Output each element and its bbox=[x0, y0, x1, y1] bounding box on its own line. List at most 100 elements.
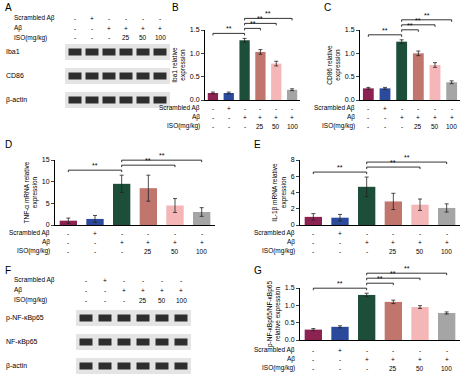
svg-text:-: - bbox=[108, 15, 110, 22]
svg-text:100: 100 bbox=[176, 297, 187, 304]
svg-text:-: - bbox=[367, 114, 369, 121]
svg-text:-: - bbox=[392, 347, 394, 354]
svg-text:+: + bbox=[365, 356, 369, 363]
svg-text:-: - bbox=[85, 277, 87, 284]
svg-text:8: 8 bbox=[291, 156, 295, 163]
svg-text:-: - bbox=[339, 239, 341, 246]
svg-text:-: - bbox=[401, 123, 403, 130]
svg-text:β-actin: β-actin bbox=[6, 362, 27, 370]
svg-text:TNF-α mRNA relativeexpression: TNF-α mRNA relativeexpression bbox=[23, 161, 39, 223]
svg-text:25: 25 bbox=[256, 123, 264, 130]
svg-text:Scrambled Aβ: Scrambled Aβ bbox=[14, 14, 55, 22]
svg-text:+: + bbox=[179, 287, 183, 294]
svg-text:25: 25 bbox=[122, 34, 130, 41]
svg-text:1.0: 1.0 bbox=[285, 302, 295, 309]
svg-text:CD86: CD86 bbox=[6, 72, 24, 79]
svg-text:+: + bbox=[445, 356, 449, 363]
svg-text:+: + bbox=[290, 114, 294, 121]
svg-text:-: - bbox=[434, 105, 436, 112]
svg-text:-: - bbox=[275, 105, 277, 112]
svg-text:ISO(mg/kg): ISO(mg/kg) bbox=[17, 247, 50, 255]
svg-text:25: 25 bbox=[139, 297, 147, 304]
svg-text:-: - bbox=[104, 297, 106, 304]
svg-text:25: 25 bbox=[389, 365, 397, 372]
svg-text:-: - bbox=[67, 248, 69, 255]
svg-text:-: - bbox=[392, 230, 394, 237]
svg-text:0: 0 bbox=[291, 221, 295, 228]
svg-text:Aβ: Aβ bbox=[14, 286, 22, 294]
svg-text:-: - bbox=[123, 277, 125, 284]
svg-text:-: - bbox=[74, 15, 76, 22]
svg-text:-: - bbox=[339, 356, 341, 363]
svg-text:-: - bbox=[94, 239, 96, 246]
svg-text:-: - bbox=[74, 25, 76, 32]
svg-text:-: - bbox=[312, 239, 314, 246]
svg-text:-: - bbox=[85, 287, 87, 294]
svg-text:-: - bbox=[312, 356, 314, 363]
svg-text:0.0: 0.0 bbox=[345, 96, 355, 103]
svg-text:-: - bbox=[446, 347, 448, 354]
svg-text:+: + bbox=[141, 287, 145, 294]
svg-text:-: - bbox=[91, 34, 93, 41]
svg-text:Scrambled Aβ: Scrambled Aβ bbox=[9, 229, 50, 237]
svg-text:+: + bbox=[416, 114, 420, 121]
svg-text:D: D bbox=[5, 139, 12, 150]
svg-text:**: ** bbox=[382, 27, 388, 34]
svg-text:+: + bbox=[107, 25, 111, 32]
svg-text:-: - bbox=[67, 230, 69, 237]
svg-text:G: G bbox=[254, 265, 262, 276]
svg-text:-: - bbox=[212, 123, 214, 130]
svg-text:-: - bbox=[228, 114, 230, 121]
svg-text:**: ** bbox=[226, 25, 232, 32]
svg-text:100: 100 bbox=[155, 34, 166, 41]
svg-text:Aβ: Aβ bbox=[192, 113, 200, 121]
svg-text:+: + bbox=[122, 287, 126, 294]
svg-text:1.0: 1.0 bbox=[345, 50, 355, 57]
svg-text:-: - bbox=[401, 105, 403, 112]
svg-text:**: ** bbox=[390, 270, 396, 277]
svg-text:-: - bbox=[419, 230, 421, 237]
svg-text:-: - bbox=[312, 347, 314, 354]
svg-text:Scrambled Aβ: Scrambled Aβ bbox=[14, 276, 55, 284]
svg-text:+: + bbox=[141, 25, 145, 32]
svg-text:-: - bbox=[147, 230, 149, 237]
svg-text:+: + bbox=[227, 105, 231, 112]
svg-text:50: 50 bbox=[431, 123, 439, 130]
svg-text:-: - bbox=[451, 105, 453, 112]
svg-text:Aβ: Aβ bbox=[287, 238, 295, 246]
svg-text:50: 50 bbox=[272, 123, 280, 130]
svg-text:**: ** bbox=[415, 17, 421, 24]
svg-text:-: - bbox=[244, 105, 246, 112]
svg-text:0.5: 0.5 bbox=[345, 73, 355, 80]
svg-text:-: - bbox=[85, 297, 87, 304]
svg-text:5: 5 bbox=[46, 200, 50, 207]
svg-text:-: - bbox=[417, 105, 419, 112]
svg-text:-: - bbox=[244, 123, 246, 130]
svg-text:0.5: 0.5 bbox=[285, 319, 295, 326]
svg-text:**: ** bbox=[407, 22, 413, 29]
svg-text:CD86 relativeexpression: CD86 relativeexpression bbox=[326, 45, 342, 85]
svg-text:6: 6 bbox=[291, 173, 295, 180]
svg-text:+: + bbox=[338, 347, 342, 354]
svg-text:-: - bbox=[228, 123, 230, 130]
svg-text:100: 100 bbox=[287, 123, 298, 130]
svg-text:+: + bbox=[258, 114, 262, 121]
svg-text:ISO(mg/kg): ISO(mg/kg) bbox=[322, 122, 355, 130]
svg-text:-: - bbox=[367, 123, 369, 130]
svg-text:Aβ: Aβ bbox=[42, 238, 50, 246]
svg-text:50: 50 bbox=[171, 248, 179, 255]
svg-text:E: E bbox=[254, 139, 261, 150]
svg-text:-: - bbox=[312, 248, 314, 255]
svg-text:+: + bbox=[173, 239, 177, 246]
svg-text:**: ** bbox=[250, 20, 256, 27]
svg-text:-: - bbox=[339, 365, 341, 372]
svg-text:C: C bbox=[324, 2, 331, 13]
svg-text:0.0: 0.0 bbox=[190, 96, 200, 103]
svg-text:-: - bbox=[142, 15, 144, 22]
svg-text:0: 0 bbox=[46, 221, 50, 228]
svg-text:+: + bbox=[338, 230, 342, 237]
svg-text:F: F bbox=[5, 265, 11, 276]
svg-text:25: 25 bbox=[389, 248, 397, 255]
svg-text:-: - bbox=[212, 105, 214, 112]
svg-text:**: ** bbox=[337, 164, 343, 171]
